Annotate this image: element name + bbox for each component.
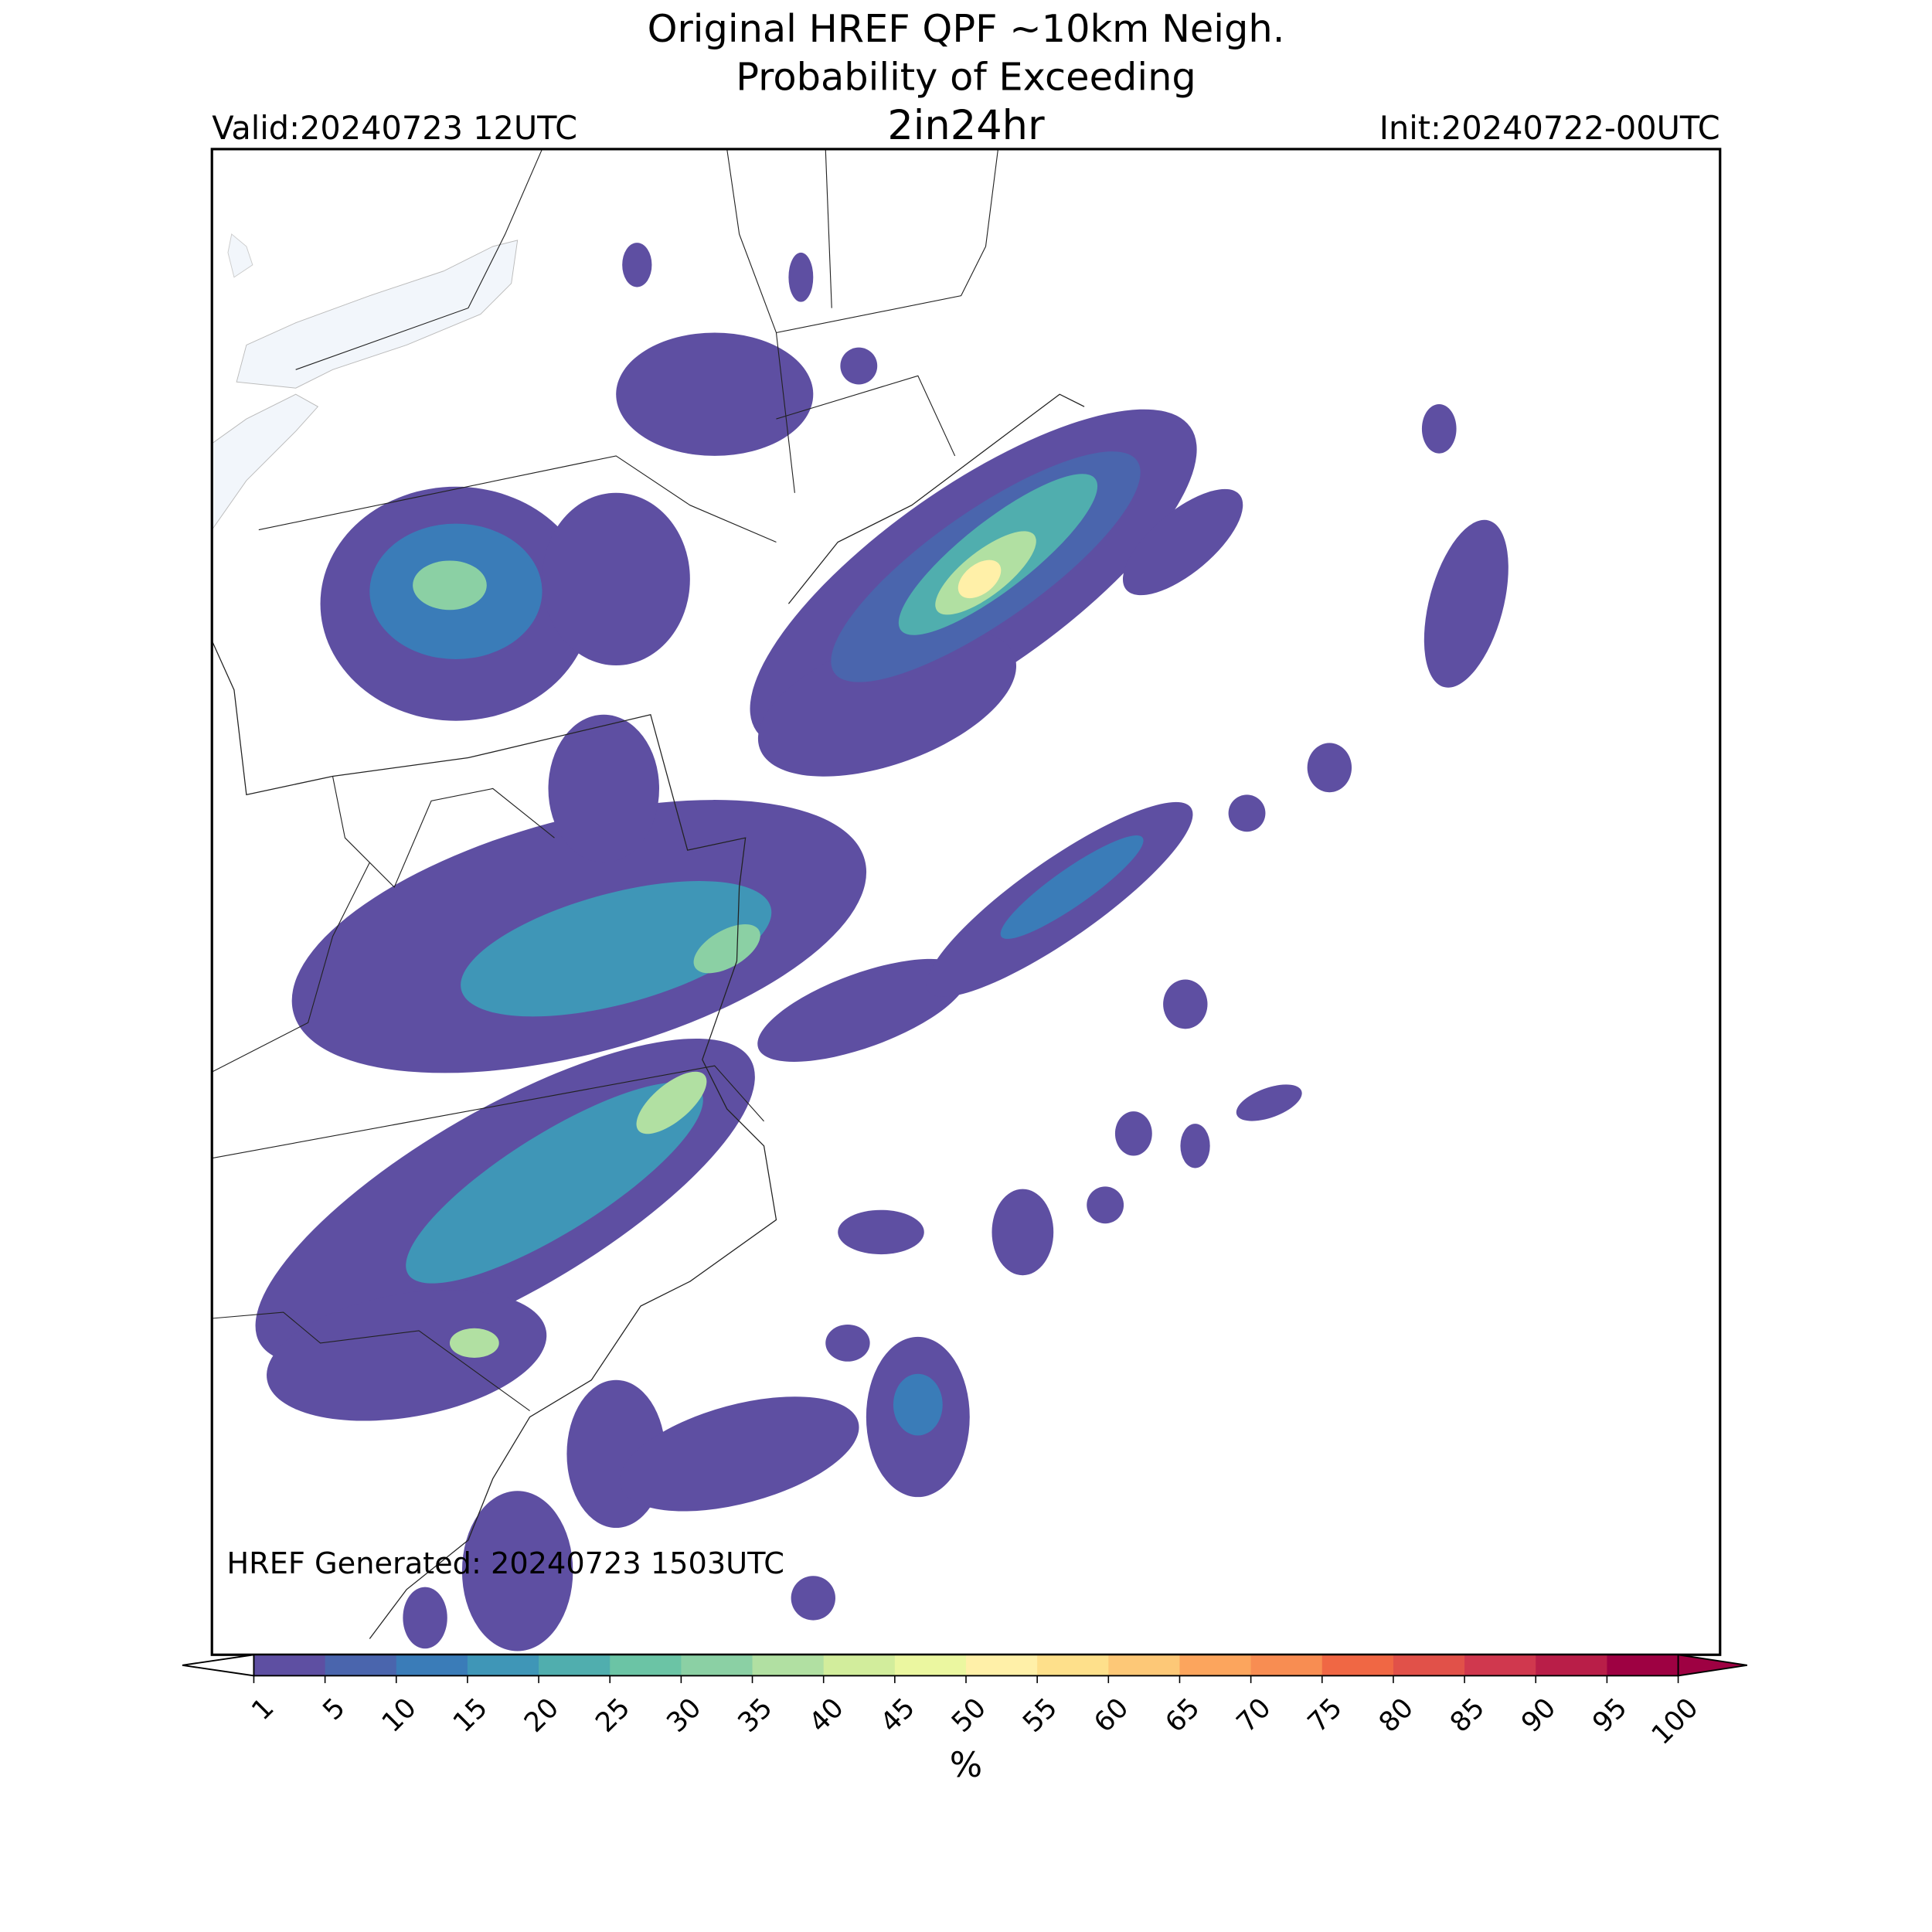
state-border — [258, 455, 777, 543]
lake — [227, 233, 253, 278]
colorbar-tick-label: 90 — [1515, 1692, 1563, 1739]
colorbar-tick-label: 10 — [376, 1692, 423, 1739]
colorbar-tick-label: 85 — [1444, 1692, 1492, 1739]
colorbar-tick-label: 45 — [874, 1692, 921, 1739]
colorbar-segment — [1536, 1655, 1608, 1676]
colorbar-segment — [681, 1655, 753, 1676]
border — [295, 148, 543, 370]
colorbar-tick-label: 25 — [590, 1692, 637, 1739]
colorbar-tick-label: 5 — [317, 1692, 352, 1726]
colorbar-tick-label: 95 — [1587, 1692, 1634, 1739]
colorbar-tick-label: 15 — [447, 1692, 494, 1739]
state-border — [332, 776, 555, 888]
colorbar-tick-label: 75 — [1301, 1692, 1349, 1739]
coastline — [212, 640, 777, 1639]
colorbar-segment — [752, 1655, 825, 1676]
state-border — [212, 862, 370, 1073]
colorbar-tick-label: 100 — [1645, 1692, 1704, 1750]
colorbar-tick-label: 20 — [519, 1692, 566, 1739]
colorbar-tick-label: 35 — [732, 1692, 779, 1739]
colorbar-tick-label: 1 — [246, 1692, 281, 1726]
state-border — [212, 1311, 530, 1412]
title-line: 2in24hr — [887, 102, 1045, 149]
colorbar-segment — [539, 1655, 611, 1676]
colorbar-segment — [325, 1655, 397, 1676]
colorbar: 1 5 10 15 20 25 30 35 40 45 50 55 60 65 70 75 80 85 90 95 10… — [182, 1654, 1747, 1751]
colorbar-label: % — [950, 1745, 982, 1785]
colorbar-segment — [253, 1655, 326, 1676]
state-border — [776, 148, 999, 334]
colorbar-segment — [1321, 1655, 1394, 1676]
colorbar-segment — [966, 1655, 1038, 1676]
state-border — [776, 375, 956, 457]
colorbar-tick-label: 55 — [1017, 1692, 1064, 1739]
colorbar-segment — [1179, 1655, 1252, 1676]
map — [210, 148, 1722, 1656]
colorbar-segment — [1250, 1655, 1323, 1676]
colorbar-tick-label: 80 — [1372, 1692, 1420, 1739]
colorbar-segment — [467, 1655, 539, 1676]
colorbar-tick-label: 40 — [803, 1692, 850, 1739]
colorbar-segment — [1464, 1655, 1537, 1676]
state-border — [726, 148, 795, 493]
generated-time: HREF Generated: 20240723 1503UTC — [226, 1546, 784, 1581]
colorbar-segment — [1393, 1655, 1465, 1676]
colorbar-tick-label: 60 — [1088, 1692, 1135, 1739]
colorbar-under — [182, 1654, 255, 1677]
init-time: Init:20240722-00UTC — [1379, 110, 1720, 147]
colorbar-tick-label: 30 — [661, 1692, 708, 1739]
colorbar-over — [1677, 1654, 1747, 1677]
colorbar-tick-label: 70 — [1230, 1692, 1277, 1739]
state-border — [825, 148, 832, 308]
probability-field — [255, 243, 1509, 1651]
colorbar-segment — [894, 1655, 967, 1676]
state-border — [212, 1065, 764, 1159]
colorbar-segment — [396, 1655, 468, 1676]
colorbar-segment — [610, 1655, 682, 1676]
valid-time: Valid:20240723 12UTC — [212, 110, 577, 147]
colorbar-tick-label: 50 — [945, 1692, 992, 1739]
colorbar-tick-label: 65 — [1159, 1692, 1206, 1739]
colorbar-segment — [823, 1655, 896, 1676]
colorbar-segment — [1108, 1655, 1181, 1676]
coastline — [787, 393, 1085, 604]
lake — [236, 240, 519, 389]
colorbar-segment — [1607, 1655, 1679, 1676]
colorbar-segment — [1037, 1655, 1110, 1676]
title-line: Original HREF QPF ~10km Neigh. — [648, 6, 1285, 51]
title-line: Probability of Exceeding — [736, 54, 1196, 99]
lake — [212, 393, 319, 531]
